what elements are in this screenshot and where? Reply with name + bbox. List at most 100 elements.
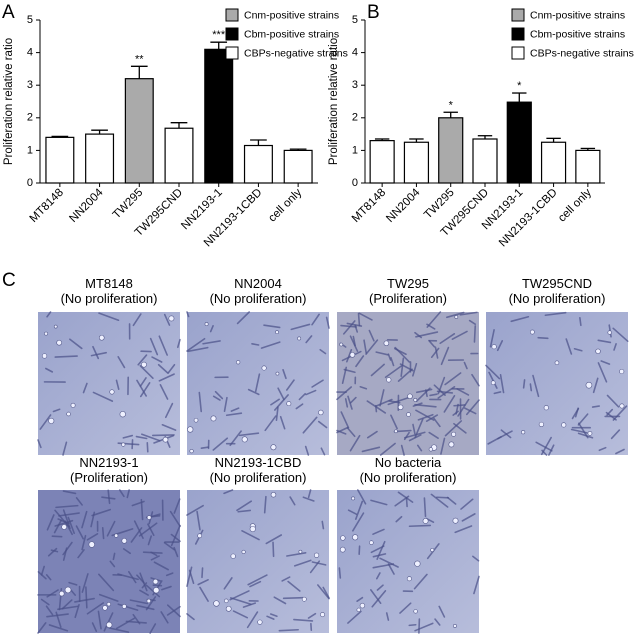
cell [532, 374, 540, 398]
cell-round [210, 415, 217, 422]
y-tick-label: 4 [352, 47, 358, 59]
cell-round [587, 431, 593, 436]
cell [141, 582, 148, 589]
cell [69, 338, 83, 350]
cell [394, 347, 407, 356]
cell-round [607, 330, 612, 335]
cell-round [452, 517, 459, 524]
cell [201, 567, 204, 579]
cell [55, 504, 79, 509]
cell [68, 581, 78, 586]
cell [610, 429, 621, 440]
cell [139, 382, 151, 398]
cell [489, 329, 495, 348]
significance: * [449, 99, 454, 111]
micrograph [37, 311, 181, 456]
cell [263, 495, 267, 514]
cell [264, 415, 277, 432]
cell-round [224, 598, 229, 604]
cell [573, 347, 583, 352]
cell [136, 379, 147, 397]
cell [535, 441, 553, 452]
y-tick-label: 3 [352, 79, 358, 91]
cell-round [241, 436, 248, 443]
cell [487, 435, 502, 445]
cell [85, 586, 88, 609]
cell [51, 535, 63, 538]
cell [341, 366, 348, 385]
cell [317, 420, 328, 429]
cell [46, 589, 59, 598]
cell-round [162, 436, 169, 443]
cell-round [204, 322, 209, 327]
cell [404, 431, 426, 439]
cell [75, 497, 83, 506]
cell [352, 512, 365, 532]
cell-round [340, 535, 346, 541]
cell [444, 372, 462, 386]
image-caption: (No proliferation) [210, 470, 307, 485]
cell-round [106, 621, 113, 629]
cell [400, 444, 405, 456]
cell [46, 311, 52, 318]
cell [140, 498, 144, 521]
image-caption: (Proliferation) [70, 470, 148, 485]
cell-round [66, 411, 71, 417]
cell [370, 499, 388, 506]
legend-swatch [225, 46, 239, 60]
cell-round [313, 552, 320, 558]
cell-round [406, 412, 411, 417]
cell [366, 430, 378, 439]
cell [132, 313, 142, 327]
cell-round [538, 421, 545, 428]
cell [263, 324, 281, 329]
y-tick-label: 5 [27, 14, 33, 26]
cell-round [428, 447, 433, 452]
cell [346, 348, 353, 363]
cell-round [275, 330, 279, 335]
cell [461, 513, 476, 522]
cell [247, 388, 260, 396]
cell [387, 396, 410, 406]
cell-round [529, 329, 535, 335]
cell [606, 394, 620, 408]
cell [118, 489, 125, 498]
cell-round [270, 444, 277, 451]
cell-round [561, 422, 567, 428]
cell [232, 610, 249, 619]
cell-round [193, 417, 199, 423]
cell [249, 580, 262, 588]
cell-round [491, 344, 497, 350]
cell [444, 420, 463, 437]
image-caption: (No proliferation) [61, 291, 158, 306]
cell [390, 357, 395, 367]
cell [91, 622, 98, 632]
cell [74, 603, 80, 619]
cell [387, 563, 395, 575]
cell [579, 316, 582, 327]
cell [163, 541, 175, 551]
cell [98, 593, 119, 602]
y-tick-label: 5 [352, 14, 358, 26]
cell [109, 560, 116, 568]
cell-round [61, 524, 67, 530]
cell [466, 399, 480, 416]
cell [77, 549, 85, 559]
cell [322, 586, 330, 599]
y-tick-label: 3 [27, 79, 33, 91]
cell [338, 567, 342, 579]
cell-round [102, 605, 108, 611]
cell [37, 439, 42, 449]
cell [429, 393, 438, 397]
cell-round [230, 553, 236, 559]
cell-round [298, 549, 303, 554]
significance: *** [212, 29, 226, 41]
cell [457, 398, 470, 417]
cell [298, 392, 306, 401]
cell [158, 335, 168, 356]
cell [57, 605, 79, 611]
cell [496, 340, 504, 352]
cell [198, 391, 203, 413]
cell [529, 383, 533, 392]
